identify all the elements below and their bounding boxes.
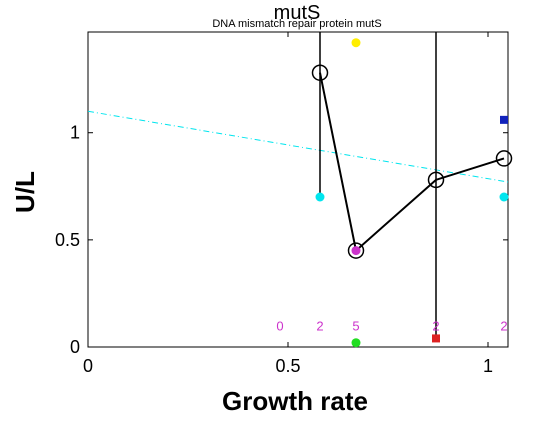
plot-frame xyxy=(87,31,509,348)
x-tick-label: 0 xyxy=(83,356,93,376)
mean-marker xyxy=(495,150,513,167)
mean-marker xyxy=(347,242,365,259)
data-point-square xyxy=(432,334,440,343)
mean-line xyxy=(319,72,505,253)
data-point xyxy=(351,38,361,48)
chart-marks: 0 0.5 1 0 0.5 1 0 2 5 2 2 xyxy=(55,31,513,376)
data-point xyxy=(351,338,361,348)
chart-title: mutS xyxy=(274,2,321,24)
y-tick-label: 0 xyxy=(70,337,80,357)
count-label: 2 xyxy=(500,319,507,334)
y-tick-label: 1 xyxy=(70,123,80,143)
y-axis-label: U/L xyxy=(10,171,40,213)
data-point xyxy=(499,192,509,202)
x-axis-label: Growth rate xyxy=(222,386,368,416)
x-tick-label: 0.5 xyxy=(275,356,300,376)
count-label: 2 xyxy=(316,319,323,334)
trend-line xyxy=(87,110,509,183)
data-point-square xyxy=(500,115,508,124)
count-label: 0 xyxy=(276,319,283,334)
count-label: 2 xyxy=(432,319,439,334)
mean-marker xyxy=(427,171,445,189)
y-tick-label: 0.5 xyxy=(55,230,80,250)
chart-subtitle: DNA mismatch repair protein mutS xyxy=(212,18,381,30)
count-label: 5 xyxy=(352,319,359,334)
x-tick-label: 1 xyxy=(483,356,493,376)
data-point xyxy=(351,246,361,256)
mean-marker xyxy=(311,64,329,81)
data-point xyxy=(315,192,325,202)
